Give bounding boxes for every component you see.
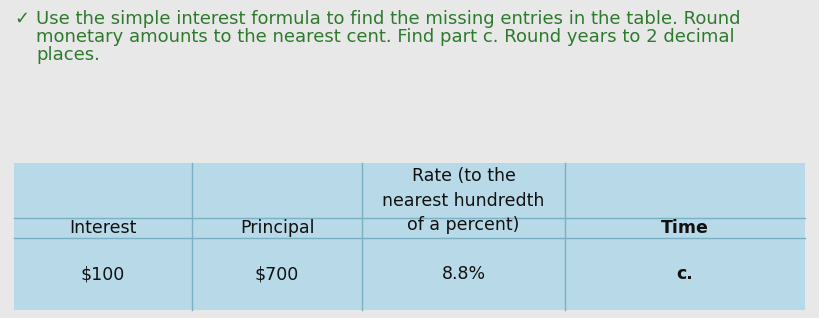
Text: monetary amounts to the nearest cent. Find part c. Round years to 2 decimal: monetary amounts to the nearest cent. Fi… [36, 28, 735, 46]
Text: Interest: Interest [70, 219, 137, 237]
Text: $700: $700 [255, 265, 299, 283]
Bar [14, 163, 805, 310]
Text: Time: Time [661, 219, 709, 237]
Text: 8.8%: 8.8% [441, 265, 486, 283]
Text: places.: places. [36, 46, 100, 64]
Text: ✓: ✓ [14, 10, 29, 28]
Text: Rate (to the
nearest hundredth
of a percent): Rate (to the nearest hundredth of a perc… [382, 167, 545, 234]
Text: $100: $100 [81, 265, 125, 283]
Text: Principal: Principal [240, 219, 314, 237]
Text: Use the simple interest formula to find the missing entries in the table. Round: Use the simple interest formula to find … [36, 10, 740, 28]
Text: c.: c. [676, 265, 694, 283]
